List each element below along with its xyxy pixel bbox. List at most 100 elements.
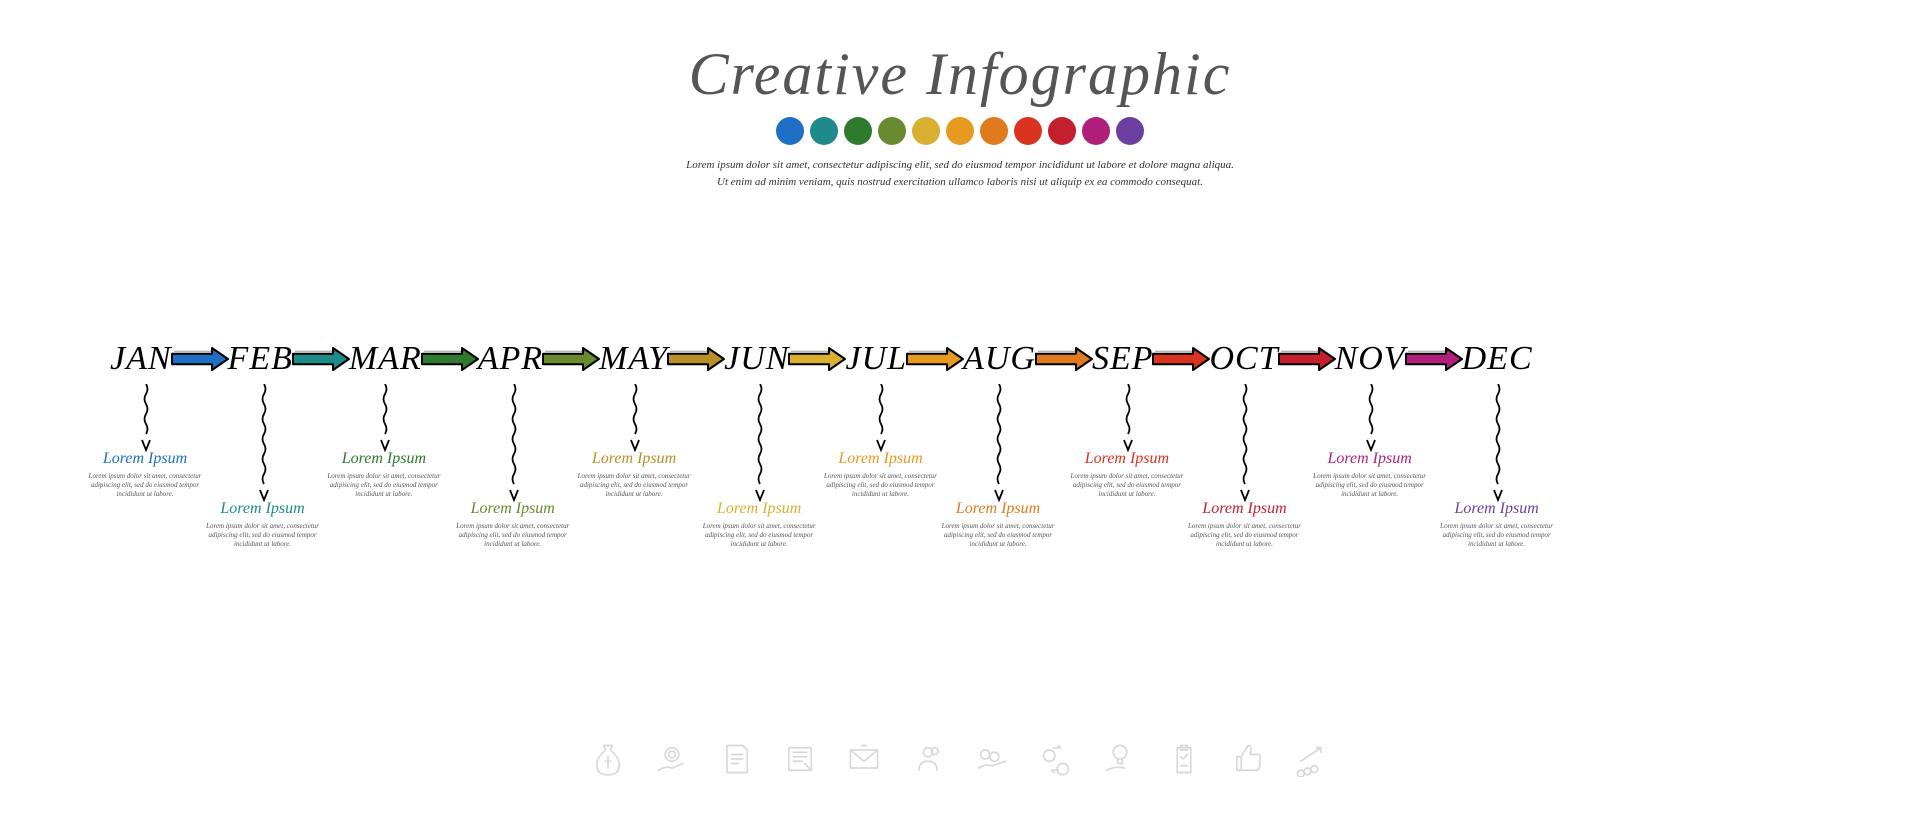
color-dot-5 xyxy=(946,117,974,145)
desc-title-may: Lorem Ipsum xyxy=(569,450,699,468)
desc-title-apr: Lorem Ipsum xyxy=(448,500,578,518)
color-dot-4 xyxy=(912,117,940,145)
desc-text-oct: Lorem ipsum dolor sit amet, consectetur … xyxy=(1179,522,1309,549)
month-aug: AUG Lorem IpsumLorem ipsum dolor sit ame… xyxy=(963,340,1036,378)
desc-mar: Lorem Ipsum Lorem ipsum dolor sit amet, c… xyxy=(319,450,449,499)
clipboard-icon xyxy=(1166,741,1202,777)
desc-text-aug: Lorem ipsum dolor sit amet, consectetur … xyxy=(933,522,1063,549)
month-label-apr: APR xyxy=(478,340,543,377)
arrow-may xyxy=(666,346,726,372)
month-label-mar: MAR xyxy=(349,340,422,377)
money-bag-icon xyxy=(590,741,626,777)
month-sep: SEP Lorem IpsumLorem ipsum dolor sit ame… xyxy=(1092,340,1154,378)
arrow-apr xyxy=(541,346,601,372)
desc-text-jan: Lorem ipsum dolor sit amet, consectetur … xyxy=(80,472,210,499)
subtitle-line-1: Lorem ipsum dolor sit amet, consectetur … xyxy=(0,157,1920,174)
desc-text-dec: Lorem ipsum dolor sit amet, consectetur … xyxy=(1432,522,1562,549)
desc-title-jun: Lorem Ipsum xyxy=(694,500,824,518)
desc-text-may: Lorem ipsum dolor sit amet, consectetur … xyxy=(569,472,699,499)
desc-aug: Lorem Ipsum Lorem ipsum dolor sit amet, c… xyxy=(933,500,1063,549)
gear-hand-icon xyxy=(654,741,690,777)
color-dot-8 xyxy=(1048,117,1076,145)
arrow-feb xyxy=(291,346,351,372)
desc-title-nov: Lorem Ipsum xyxy=(1305,450,1435,468)
thumbs-up-icon xyxy=(1230,741,1266,777)
document-icon xyxy=(718,741,754,777)
arrow-sep xyxy=(1151,346,1211,372)
subtitle-line-2: Ut enim ad minim veniam, quis nostrud ex… xyxy=(0,174,1920,191)
month-mar: MAR Lorem IpsumLorem ipsum dolor sit ame… xyxy=(349,340,422,378)
desc-title-aug: Lorem Ipsum xyxy=(933,500,1063,518)
arrow-mar xyxy=(420,346,480,372)
arrow-jan xyxy=(170,346,230,372)
month-oct: OCT Lorem IpsumLorem ipsum dolor sit ame… xyxy=(1209,340,1278,378)
desc-jul: Lorem Ipsum Lorem ipsum dolor sit amet, c… xyxy=(815,450,945,499)
desc-title-dec: Lorem Ipsum xyxy=(1432,500,1562,518)
desc-sep: Lorem Ipsum Lorem ipsum dolor sit amet, c… xyxy=(1062,450,1192,499)
color-dot-3 xyxy=(878,117,906,145)
desc-title-mar: Lorem Ipsum xyxy=(319,450,449,468)
color-dot-1 xyxy=(810,117,838,145)
desc-text-nov: Lorem ipsum dolor sit amet, consectetur … xyxy=(1305,472,1435,499)
month-label-feb: FEB xyxy=(228,340,293,377)
month-label-aug: AUG xyxy=(963,340,1036,377)
exchange-icon xyxy=(1038,741,1074,777)
desc-jun: Lorem Ipsum Lorem ipsum dolor sit amet, c… xyxy=(694,500,824,549)
month-jun: JUN Lorem IpsumLorem ipsum dolor sit ame… xyxy=(724,340,789,378)
desc-title-feb: Lorem Ipsum xyxy=(198,500,328,518)
color-dot-6 xyxy=(980,117,1008,145)
month-label-jun: JUN xyxy=(724,340,789,377)
desc-dec: Lorem Ipsum Lorem ipsum dolor sit amet, c… xyxy=(1432,500,1562,549)
color-dot-2 xyxy=(844,117,872,145)
desc-nov: Lorem Ipsum Lorem ipsum dolor sit amet, c… xyxy=(1305,450,1435,499)
subtitle: Lorem ipsum dolor sit amet, consectetur … xyxy=(0,157,1920,190)
arrow-jul xyxy=(905,346,965,372)
month-jan: JAN Lorem IpsumLorem ipsum dolor sit ame… xyxy=(110,340,172,378)
month-label-sep: SEP xyxy=(1092,340,1154,377)
mail-icon xyxy=(846,741,882,777)
desc-text-apr: Lorem ipsum dolor sit amet, consectetur … xyxy=(448,522,578,549)
desc-text-jun: Lorem ipsum dolor sit amet, consectetur … xyxy=(694,522,824,549)
month-label-may: MAY xyxy=(599,340,668,377)
desc-text-sep: Lorem ipsum dolor sit amet, consectetur … xyxy=(1062,472,1192,499)
arrow-aug xyxy=(1034,346,1094,372)
desc-text-jul: Lorem ipsum dolor sit amet, consectetur … xyxy=(815,472,945,499)
desc-oct: Lorem Ipsum Lorem ipsum dolor sit amet, c… xyxy=(1179,500,1309,549)
color-dot-10 xyxy=(1116,117,1144,145)
coins-hand-icon xyxy=(974,741,1010,777)
desc-title-jul: Lorem Ipsum xyxy=(815,450,945,468)
color-dot-7 xyxy=(1014,117,1042,145)
arrow-nov xyxy=(1404,346,1464,372)
connector-aug xyxy=(993,384,1009,513)
month-label-jan: JAN xyxy=(110,340,172,377)
desc-text-mar: Lorem ipsum dolor sit amet, consectetur … xyxy=(319,472,449,499)
color-dots-row xyxy=(0,117,1920,145)
desc-title-jan: Lorem Ipsum xyxy=(80,450,210,468)
month-feb: FEB Lorem IpsumLorem ipsum dolor sit ame… xyxy=(228,340,293,378)
desc-feb: Lorem Ipsum Lorem ipsum dolor sit amet, c… xyxy=(198,500,328,549)
color-dot-0 xyxy=(776,117,804,145)
bulb-hand-icon xyxy=(1102,741,1138,777)
desc-text-feb: Lorem ipsum dolor sit amet, consectetur … xyxy=(198,522,328,549)
footer-icons-row xyxy=(0,741,1920,777)
color-dot-9 xyxy=(1082,117,1110,145)
notes-icon xyxy=(782,741,818,777)
month-dec: DEC Lorem IpsumLorem ipsum dolor sit ame… xyxy=(1462,340,1533,378)
month-label-dec: DEC xyxy=(1462,340,1533,377)
header: Creative Infographic Lorem ipsum dolor s… xyxy=(0,0,1920,190)
desc-may: Lorem Ipsum Lorem ipsum dolor sit amet, c… xyxy=(569,450,699,499)
month-label-oct: OCT xyxy=(1209,340,1278,377)
month-label-nov: NOV xyxy=(1335,340,1406,377)
desc-jan: Lorem Ipsum Lorem ipsum dolor sit amet, c… xyxy=(80,450,210,499)
person-badge-icon xyxy=(910,741,946,777)
desc-title-sep: Lorem Ipsum xyxy=(1062,450,1192,468)
connector-feb xyxy=(258,384,274,513)
arrow-oct xyxy=(1277,346,1337,372)
month-label-jul: JUL xyxy=(845,340,907,377)
desc-title-oct: Lorem Ipsum xyxy=(1179,500,1309,518)
connector-jun xyxy=(754,384,770,513)
month-may: MAY Lorem IpsumLorem ipsum dolor sit ame… xyxy=(599,340,668,378)
connector-apr xyxy=(508,384,524,513)
month-nov: NOV Lorem IpsumLorem ipsum dolor sit ame… xyxy=(1335,340,1406,378)
page-title: Creative Infographic xyxy=(0,40,1920,109)
